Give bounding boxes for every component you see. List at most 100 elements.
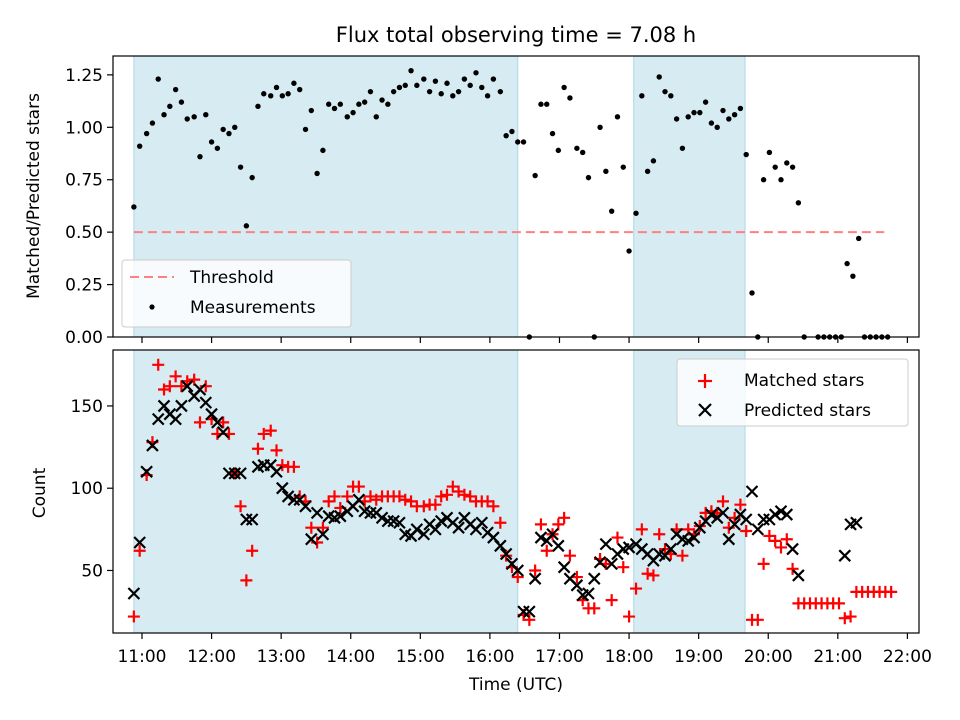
predicted-star-point (780, 508, 794, 521)
matched-star-point (653, 528, 666, 541)
measurement-point (237, 164, 244, 170)
measurement-point (226, 130, 232, 137)
measurement-point (191, 114, 197, 120)
matched-star-point (838, 612, 851, 625)
measurement-point (614, 114, 621, 120)
y-tick-label: 0.50 (65, 223, 103, 243)
measurement-point (597, 124, 603, 130)
predicted-star-point (588, 572, 601, 585)
y-tick-label: 100 (71, 479, 103, 499)
legend-predicted-swatch (698, 403, 712, 417)
matched-star-point (270, 444, 283, 457)
predicted-star-point (169, 412, 182, 426)
measurement-point (279, 93, 286, 99)
top-plot-frame (112, 55, 920, 338)
measurement-point (720, 107, 726, 114)
predicted-star-point (774, 504, 788, 518)
y-tick-label: 0.00 (65, 328, 103, 348)
matched-star-point (751, 613, 764, 626)
matched-star-point (316, 521, 329, 534)
x-tick-label: 20:00 (744, 647, 793, 667)
matched-star-point (163, 380, 176, 393)
matched-star-point (757, 557, 770, 570)
measurement-point (249, 174, 255, 181)
predicted-star-point (140, 465, 153, 479)
top-y-axis: 0.00 0.25 0.50 0.75 1.00 1.25 (65, 66, 113, 348)
measurement-point (673, 116, 680, 122)
measurement-point (743, 151, 749, 158)
predicted-star-point (199, 396, 213, 409)
matched-star-point (133, 544, 146, 557)
predicted-star-point (768, 508, 782, 521)
measurement-point (261, 91, 267, 97)
measurement-point (497, 88, 504, 95)
x-axis-label: Time (UTC) (468, 675, 563, 695)
matched-star-point (552, 518, 565, 531)
measurement-point (408, 67, 414, 74)
matched-star-point (844, 610, 857, 623)
x-tick-label: 17:00 (535, 647, 584, 667)
measurement-point (131, 204, 137, 210)
matched-star-point (534, 518, 547, 531)
legend-predicted-label: Predicted stars (744, 401, 871, 421)
measurement-point (685, 114, 691, 120)
measurement-point (167, 103, 173, 110)
matched-star-point (740, 524, 753, 537)
matched-star-point (169, 370, 182, 383)
measurement-point (532, 172, 538, 179)
matched-star-point (774, 541, 787, 554)
measurement-point (702, 99, 709, 105)
predicted-star-point (270, 465, 283, 479)
bottom-y-axis-label: Count (30, 467, 50, 518)
measurement-point (503, 132, 509, 139)
predicted-star-point (234, 467, 247, 480)
x-tick-label: 14:00 (326, 647, 375, 667)
measurement-point (473, 70, 479, 76)
legend-threshold-label: Threshold (189, 268, 274, 288)
measurement-point (515, 139, 521, 145)
predicted-star-point (151, 412, 165, 426)
measurement-point (766, 149, 773, 156)
measurement-point (438, 91, 444, 97)
matched-star-point (630, 582, 643, 595)
matched-star-point (769, 534, 782, 547)
x-tick-label: 18:00 (605, 647, 654, 667)
matched-star-point (458, 488, 471, 501)
predicted-star-point (133, 536, 146, 549)
measurement-point (850, 273, 856, 279)
measurement-point (772, 164, 778, 170)
measurement-point (444, 80, 450, 86)
predicted-star-point (352, 493, 366, 507)
measurement-point (426, 88, 433, 95)
measurement-point (149, 120, 156, 126)
predicted-star-point (276, 481, 289, 495)
predicted-star-point (499, 547, 513, 561)
measurement-point (662, 88, 668, 95)
predicted-star-point (334, 509, 347, 523)
predicted-star-point (393, 516, 406, 530)
matched-star-point (234, 500, 247, 513)
predicted-star-point (552, 539, 565, 553)
measurement-point (778, 177, 784, 183)
measurement-point (178, 99, 185, 105)
measurement-point (314, 170, 320, 177)
measurement-point (760, 177, 767, 183)
bottom-plot-frame (112, 349, 920, 634)
matched-star-point (341, 490, 354, 503)
y-tick-label: 1.25 (65, 66, 103, 86)
matched-star-point (529, 564, 542, 577)
legend-measurements-label: Measurements (190, 298, 316, 318)
predicted-star-point (570, 579, 584, 592)
y-tick-label: 150 (71, 397, 103, 417)
matched-star-point (734, 498, 747, 511)
predicted-star-point (599, 537, 613, 551)
measurement-point (367, 88, 374, 95)
predicted-star-point (534, 531, 548, 544)
measurement-point (520, 139, 527, 145)
measurement-point (855, 235, 862, 242)
measurement-point (291, 80, 297, 86)
measurement-point (344, 114, 350, 120)
measurement-point (749, 290, 755, 296)
measurement-point (633, 210, 639, 216)
